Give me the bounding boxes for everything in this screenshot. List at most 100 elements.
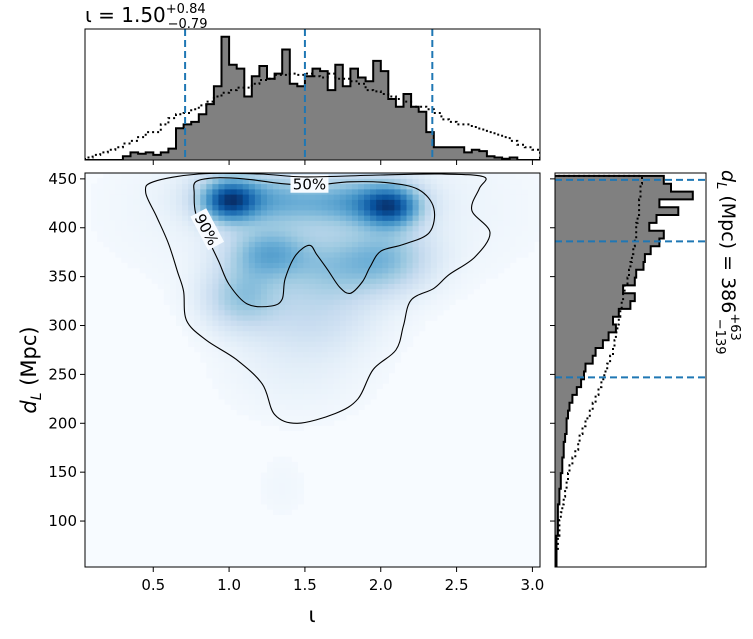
density-cell bbox=[527, 178, 535, 185]
density-cell bbox=[212, 299, 220, 305]
density-cell bbox=[400, 304, 408, 311]
density-cell bbox=[297, 414, 304, 421]
density-cell bbox=[279, 204, 286, 211]
density-cell bbox=[133, 225, 141, 232]
density-cell bbox=[339, 188, 347, 195]
top-hist-outline bbox=[85, 35, 540, 160]
density-cell bbox=[139, 194, 147, 200]
density-cell bbox=[248, 304, 256, 311]
density-cell bbox=[358, 335, 365, 342]
density-cell bbox=[97, 209, 104, 216]
density-cell bbox=[285, 246, 292, 253]
density-cell bbox=[206, 272, 213, 279]
density-cell bbox=[339, 367, 347, 374]
density-cell bbox=[327, 330, 335, 337]
density-cell bbox=[267, 220, 274, 227]
density-cell bbox=[436, 251, 444, 258]
density-cell bbox=[315, 346, 323, 353]
density-cell bbox=[242, 362, 250, 368]
density-cell bbox=[267, 194, 274, 200]
density-cell bbox=[406, 278, 414, 284]
density-cell bbox=[497, 225, 505, 232]
density-cell bbox=[473, 225, 480, 232]
density-cell bbox=[206, 346, 213, 353]
density-cell bbox=[358, 372, 365, 379]
density-cell bbox=[163, 173, 171, 179]
density-cell bbox=[254, 283, 262, 290]
density-cell bbox=[327, 220, 335, 227]
density-cell bbox=[424, 262, 432, 269]
density-cell bbox=[430, 262, 438, 269]
density-cell bbox=[388, 320, 395, 326]
density-cell bbox=[297, 477, 304, 484]
density-cell bbox=[212, 199, 220, 206]
density-cell bbox=[503, 241, 511, 248]
density-cell bbox=[218, 257, 226, 263]
density-cell bbox=[400, 314, 408, 321]
density-cell bbox=[260, 183, 268, 190]
density-cell bbox=[169, 299, 177, 305]
density-cell bbox=[370, 309, 377, 316]
density-cell bbox=[461, 278, 468, 284]
density-cell bbox=[339, 404, 347, 410]
density-cell bbox=[176, 262, 183, 269]
density-cell bbox=[424, 225, 432, 232]
density-cell bbox=[400, 288, 408, 295]
density-cell bbox=[230, 230, 238, 237]
density-cell bbox=[176, 314, 183, 321]
density-cell bbox=[442, 246, 450, 253]
density-cell bbox=[260, 246, 268, 253]
density-cell bbox=[273, 488, 280, 495]
density-cell bbox=[394, 194, 402, 200]
density-cell bbox=[364, 241, 371, 248]
density-cell bbox=[485, 246, 493, 253]
density-cell bbox=[370, 246, 377, 253]
density-cell bbox=[103, 241, 110, 248]
density-cell bbox=[430, 309, 438, 316]
density-cell bbox=[279, 404, 286, 410]
density-cell bbox=[358, 346, 365, 353]
density-cell bbox=[212, 362, 220, 368]
density-cell bbox=[182, 283, 189, 290]
density-cell bbox=[358, 398, 365, 405]
density-cell bbox=[230, 346, 238, 353]
density-cell bbox=[297, 220, 304, 227]
density-cell bbox=[388, 241, 395, 248]
density-cell bbox=[424, 278, 432, 284]
density-cell bbox=[200, 314, 207, 321]
density-cell bbox=[345, 251, 353, 258]
density-cell bbox=[242, 351, 250, 358]
density-cell bbox=[279, 304, 286, 311]
density-cell bbox=[260, 404, 268, 410]
density-cell bbox=[358, 330, 365, 337]
density-cell bbox=[449, 267, 456, 274]
density-cell bbox=[194, 304, 201, 311]
density-cell bbox=[254, 230, 262, 237]
contour-label-bg bbox=[190, 208, 225, 251]
density-cell bbox=[394, 204, 402, 211]
density-cell bbox=[333, 325, 341, 332]
density-cell bbox=[254, 272, 262, 279]
density-cell bbox=[273, 477, 280, 484]
density-cell bbox=[315, 393, 323, 400]
density-cell bbox=[424, 220, 432, 227]
density-cell bbox=[188, 278, 195, 284]
density-cell bbox=[382, 278, 389, 284]
density-cell bbox=[242, 278, 250, 284]
density-cell bbox=[163, 283, 171, 290]
density-cell bbox=[527, 209, 535, 216]
density-cell bbox=[479, 194, 486, 200]
density-cell bbox=[400, 251, 408, 258]
density-cell bbox=[345, 220, 353, 227]
density-cell bbox=[151, 199, 159, 206]
density-cell bbox=[442, 199, 450, 206]
density-cell bbox=[254, 404, 262, 410]
density-cell bbox=[509, 173, 517, 179]
density-cell bbox=[339, 362, 347, 368]
density-cell bbox=[285, 472, 292, 479]
density-cell bbox=[133, 178, 141, 185]
density-cell bbox=[194, 194, 201, 200]
density-cell bbox=[345, 393, 353, 400]
density-cell bbox=[364, 209, 371, 216]
density-cell bbox=[267, 262, 274, 269]
